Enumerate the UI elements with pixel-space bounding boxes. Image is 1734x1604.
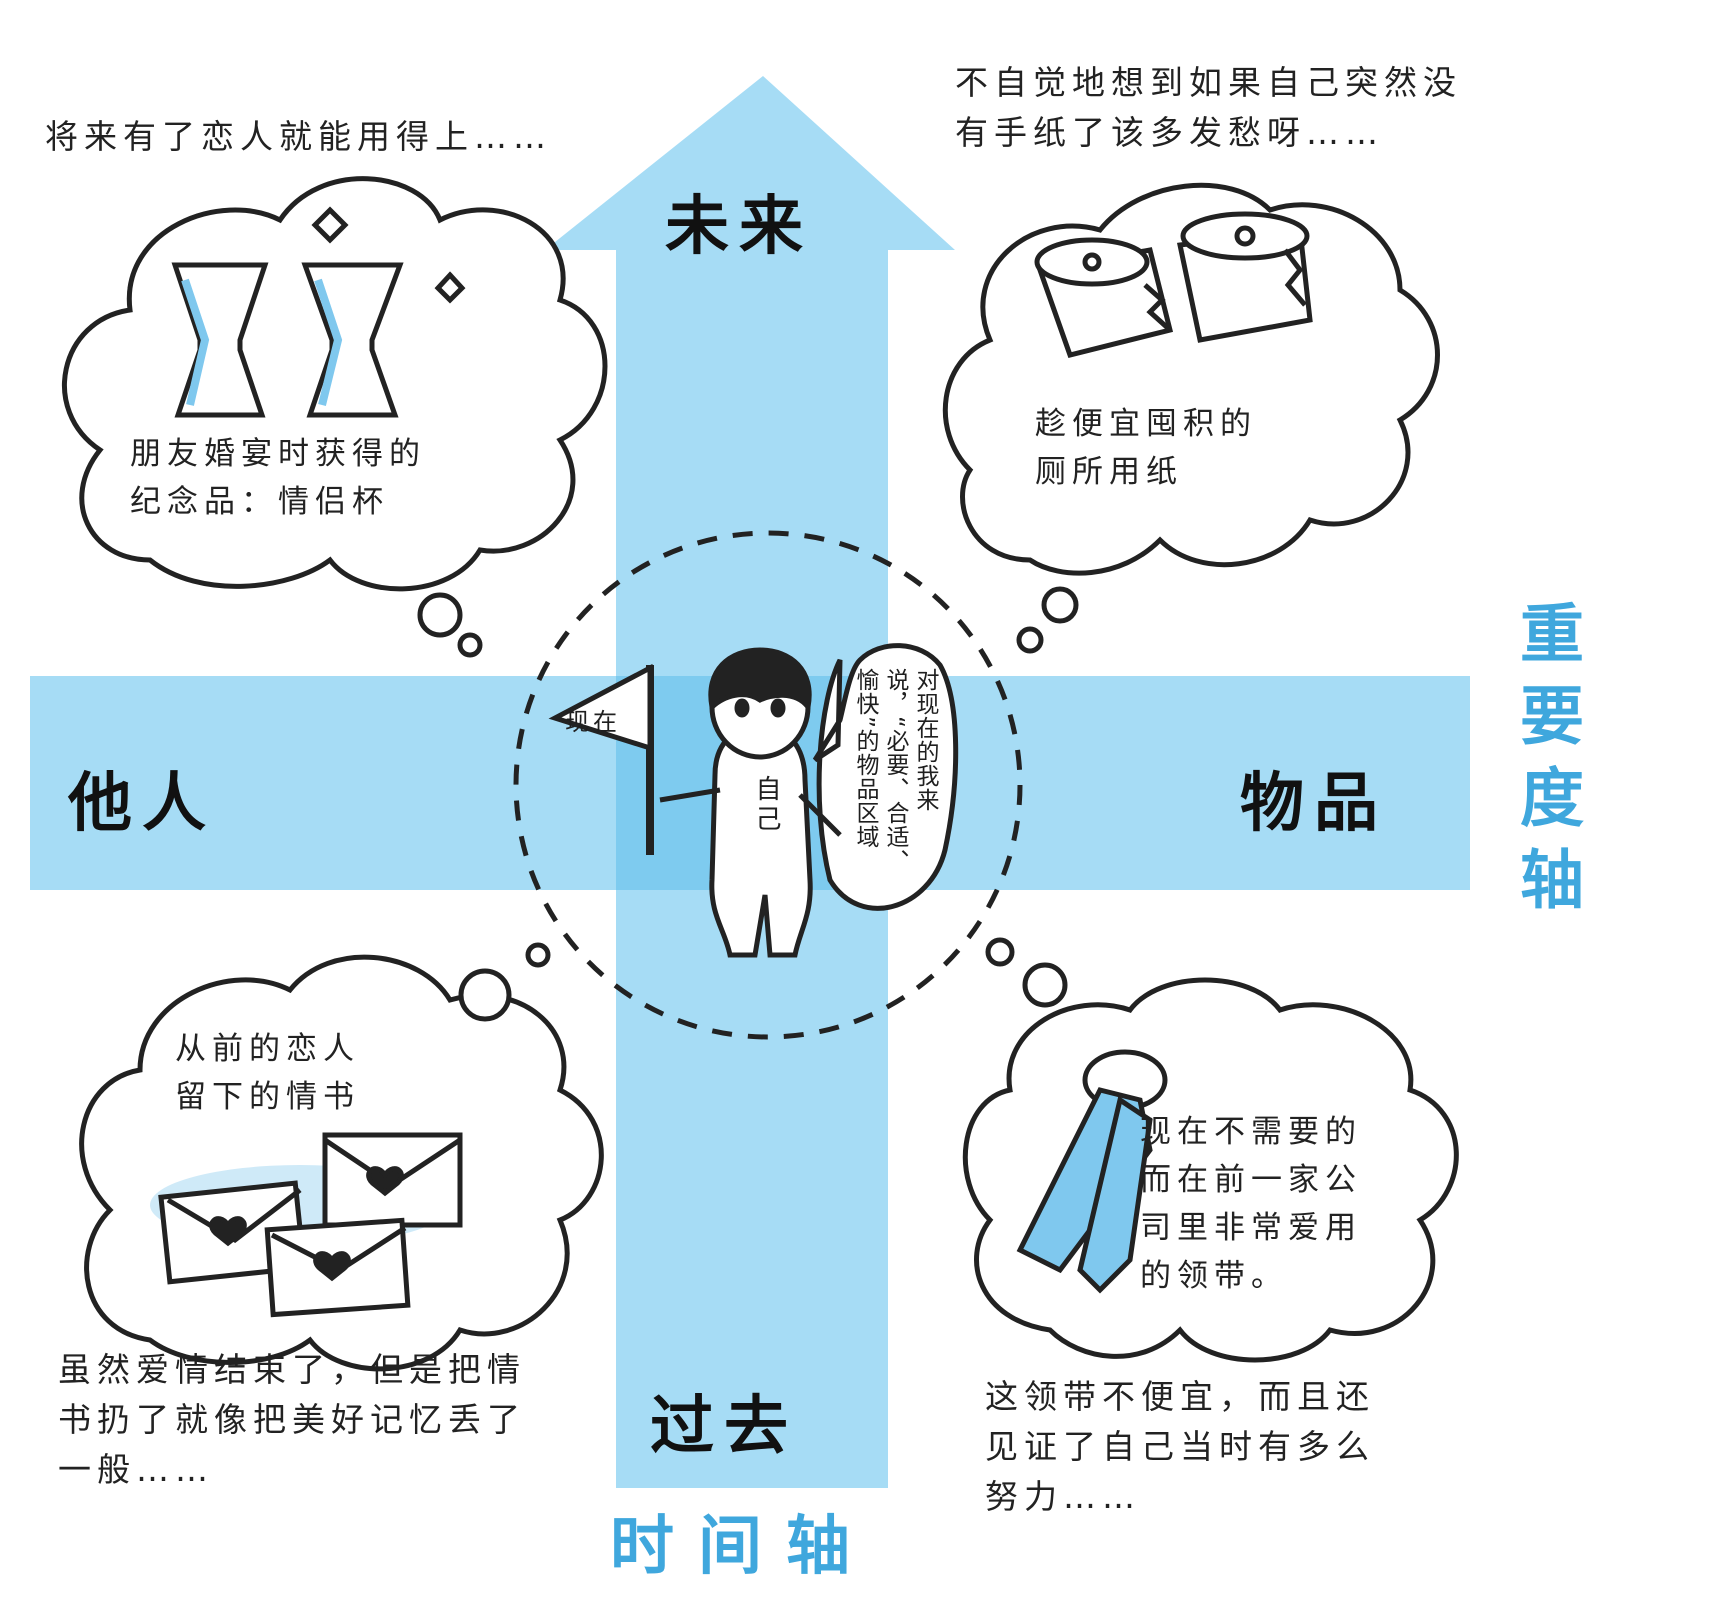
note-bottom-left: 虽然爱情结束了，但是把情 书扔了就像把美好记忆丢了 一般…… <box>58 1345 526 1495</box>
person-figure <box>548 647 842 958</box>
importance-axis-title: 重要度轴 <box>1509 600 1583 928</box>
note-line: 将来有了恋人就能用得上…… <box>45 117 552 156</box>
bubble-line: 朋友婚宴时获得的 <box>130 436 426 472</box>
bubble-text-bottom-left: 从前的恋人 留下的情书 <box>175 1025 360 1121</box>
axis-label-past: 过去 <box>650 1390 798 1464</box>
note-top-right: 不自觉地想到如果自己突然没 有手纸了该多发愁呀…… <box>955 58 1462 158</box>
speech-line: 说，“必要、合适、 <box>882 668 908 873</box>
note-line: 不自觉地想到如果自己突然没 <box>955 63 1462 102</box>
bubble-line: 现在不需要的 <box>1140 1114 1362 1150</box>
bubble-line: 趁便宜囤积的 <box>1035 406 1257 442</box>
bubble-line: 的领带。 <box>1140 1258 1288 1294</box>
toilet-paper-icon <box>1034 211 1313 358</box>
couple-glasses-icon <box>171 206 466 418</box>
bubble-line: 司里非常爱用 <box>1140 1210 1362 1246</box>
note-bottom-right: 这领带不便宜，而且还 见证了自己当时有多么 努力…… <box>985 1372 1375 1522</box>
bubble-line: 而在前一家公 <box>1140 1162 1362 1198</box>
time-axis-title: 时间轴 <box>610 1510 874 1584</box>
bubble-line: 留下的情书 <box>175 1079 360 1115</box>
axis-label-others: 他人 <box>68 767 216 841</box>
bubble-text-top-right: 趁便宜囤积的 厕所用纸 <box>1035 400 1257 496</box>
bubble-line: 从前的恋人 <box>175 1031 360 1067</box>
note-line: 见证了自己当时有多么 <box>985 1427 1375 1466</box>
bubble-text-bottom-right: 现在不需要的 而在前一家公 司里非常爱用 的领带。 <box>1140 1108 1362 1300</box>
now-zone-circle <box>513 530 1023 1040</box>
figure-label: 自己 <box>751 775 781 835</box>
bubble-text-top-left: 朋友婚宴时获得的 纪念品：情侣杯 <box>130 430 426 526</box>
bubble-line: 厕所用纸 <box>1035 454 1183 490</box>
note-line: 有手纸了该多发愁呀…… <box>955 113 1384 152</box>
love-letter-icon <box>150 1132 463 1318</box>
note-line: 一般…… <box>58 1450 214 1489</box>
note-top-left: 将来有了恋人就能用得上…… <box>45 112 552 162</box>
speech-line: 愉快”的物品区域 <box>852 668 878 849</box>
speech-text: 对现在的我来 说，“必要、合适、 愉快”的物品区域 <box>845 668 940 898</box>
speech-line: 对现在的我来 <box>912 668 938 812</box>
note-line: 努力…… <box>985 1477 1141 1516</box>
axis-label-objects: 物品 <box>1240 767 1388 841</box>
note-line: 虽然爱情结束了，但是把情 <box>58 1350 526 1389</box>
bubble-line: 纪念品：情侣杯 <box>130 484 389 520</box>
flag-label: 现在 <box>565 708 621 736</box>
axis-label-future: 未来 <box>665 190 813 264</box>
note-line: 书扔了就像把美好记忆丢了 <box>58 1400 526 1439</box>
note-line: 这领带不便宜，而且还 <box>985 1377 1375 1416</box>
necktie-icon <box>1016 1049 1168 1294</box>
